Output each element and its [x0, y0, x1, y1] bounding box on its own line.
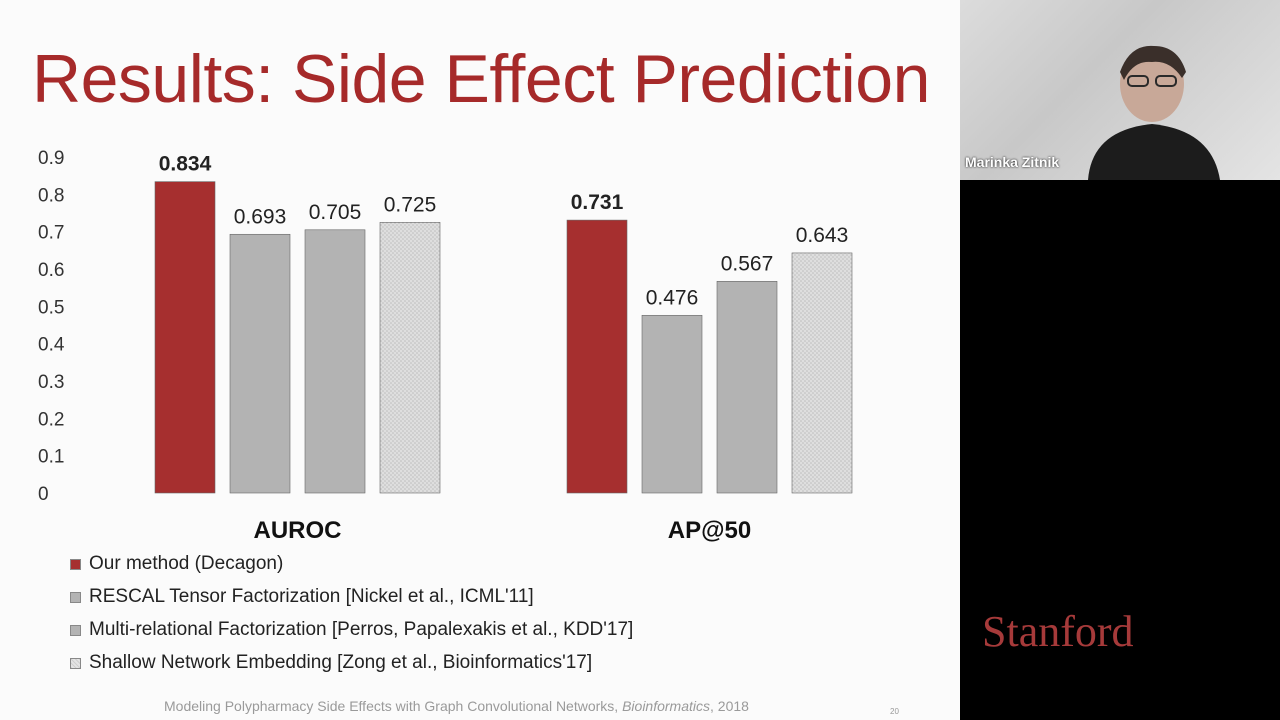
data-label: 0.705 [309, 201, 362, 224]
data-label: 0.476 [646, 286, 699, 309]
y-tick-label: 0.5 [38, 297, 64, 318]
y-tick-label: 0.9 [38, 148, 64, 169]
bar-auroc-2 [304, 229, 366, 494]
bar-auroc-1 [229, 233, 291, 494]
x-category-label: AP@50 [668, 517, 751, 544]
y-tick-label: 0.7 [38, 223, 64, 244]
y-tick-label: 0.8 [38, 185, 64, 206]
legend-swatch [70, 591, 81, 603]
y-tick-label: 0.6 [38, 260, 64, 281]
slide: Results: Side Effect Prediction 0 0.1 0.2 0… [0, 0, 960, 720]
slide-title: Results: Side Effect Prediction [32, 41, 930, 117]
legend-entry: Multi-relational Factorization [Perros, … [70, 617, 633, 643]
bar-ap50-2 [716, 281, 778, 494]
speaker-video-figure [1088, 45, 1220, 180]
bar-auroc-0 [154, 181, 216, 494]
bar-ap50-1 [641, 314, 703, 494]
legend-label: RESCAL Tensor Factorization [Nickel et a… [89, 586, 534, 607]
legend-entry: Shallow Network Embedding [Zong et al., … [70, 650, 592, 676]
citation-journal: Bioinformatics [622, 698, 710, 714]
data-label: 0.567 [721, 252, 774, 275]
bar-auroc-3 [379, 222, 441, 494]
bar-ap50-0 [566, 219, 628, 494]
x-category-label: AUROC [254, 517, 342, 544]
legend-label: Our method (Decagon) [89, 553, 284, 574]
y-tick-label: 0 [38, 484, 49, 505]
data-label: 0.731 [571, 191, 624, 214]
citation-text: Modeling Polypharmacy Side Effects with … [164, 698, 623, 714]
data-label: 0.643 [796, 224, 849, 247]
data-label: 0.725 [384, 193, 437, 216]
legend-swatch [70, 558, 81, 570]
legend-label: Multi-relational Factorization [Perros, … [89, 619, 634, 640]
citation-year: , 2018 [710, 698, 749, 714]
legend-label: Shallow Network Embedding [Zong et al., … [89, 652, 593, 673]
bar-ap50-3 [791, 252, 853, 494]
legend-entry: Our method (Decagon) [70, 551, 283, 577]
page-number: 20 [890, 707, 899, 716]
stanford-logo: Stanford [982, 607, 1134, 656]
bar-chart: 0 0.1 0.2 0.3 0.4 0.5 0.6 0.7 0.8 0.9 0.834 0.693 0.… [38, 148, 853, 544]
y-tick-label: 0.3 [38, 372, 64, 393]
y-tick-label: 0.2 [38, 409, 64, 430]
y-tick-label: 0.4 [38, 335, 65, 356]
speaker-name: Marinka Zitnik [965, 154, 1060, 170]
y-tick-label: 0.1 [38, 447, 64, 468]
citation-footer: Modeling Polypharmacy Side Effects with … [164, 698, 749, 714]
legend-entry: RESCAL Tensor Factorization [Nickel et a… [70, 584, 534, 610]
data-label: 0.693 [234, 205, 287, 228]
legend-swatch [70, 624, 81, 636]
legend-swatch [70, 657, 81, 669]
data-label: 0.834 [159, 153, 212, 176]
